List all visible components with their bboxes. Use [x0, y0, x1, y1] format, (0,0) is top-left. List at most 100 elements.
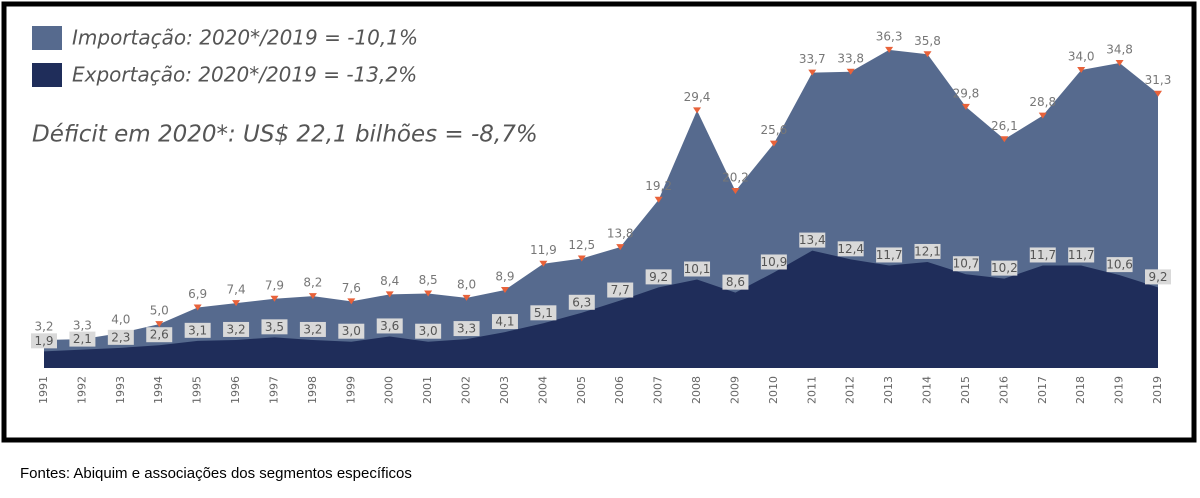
marker [923, 51, 932, 58]
data-label-box [491, 314, 518, 330]
x-tick-label: 1999 [344, 376, 357, 404]
marker [654, 196, 663, 203]
data-label: 7,4 [227, 283, 246, 297]
data-label: 7,9 [265, 278, 284, 292]
data-label-box [952, 256, 979, 272]
data-label-box [568, 294, 595, 310]
data-label: 10,9 [761, 255, 788, 269]
x-tick-label: 2016 [997, 376, 1010, 404]
x-tick-label: 1994 [152, 376, 165, 404]
data-label: 11,7 [876, 248, 903, 262]
x-tick-label: 2012 [844, 376, 857, 404]
data-label: 3,2 [227, 322, 246, 336]
data-label-box [69, 331, 96, 347]
data-label: 3,2 [303, 322, 322, 336]
data-label: 13,8 [607, 227, 634, 241]
data-label: 2,6 [150, 328, 169, 342]
data-label-box [914, 243, 941, 259]
data-label-box [722, 274, 749, 290]
marker [155, 321, 164, 328]
marker [193, 304, 202, 311]
data-label-box [530, 305, 557, 321]
legend-label: Exportação: 2020*/2019 = -13,2% [72, 63, 417, 87]
data-label: 5,0 [150, 304, 169, 318]
data-label: 34,8 [1106, 43, 1133, 57]
x-tick-label: 2006 [613, 376, 626, 404]
marker [500, 287, 509, 294]
data-label-box [146, 327, 173, 343]
data-label: 8,6 [726, 275, 745, 289]
x-tick-label: 1998 [306, 376, 319, 404]
data-label: 33,7 [799, 52, 826, 66]
data-label-box [338, 323, 365, 339]
marker [270, 295, 279, 302]
data-label: 6,9 [188, 287, 207, 301]
marker [308, 293, 317, 300]
marker [808, 69, 817, 76]
x-tick-label: 2013 [882, 376, 895, 404]
data-label: 11,7 [1029, 248, 1056, 262]
data-label: 3,3 [457, 322, 476, 336]
data-label-box [453, 321, 480, 337]
data-label-box [1068, 247, 1095, 263]
data-label: 11,9 [530, 243, 557, 257]
marker [539, 260, 548, 267]
x-tick-label: 1993 [114, 376, 127, 404]
data-label-box [837, 241, 864, 257]
data-label: 7,7 [611, 283, 630, 297]
data-label: 2,1 [73, 332, 92, 346]
data-label: 8,4 [380, 274, 399, 288]
data-label: 3,5 [265, 320, 284, 334]
data-label-box [684, 261, 711, 277]
x-tick-label: 2003 [498, 376, 511, 404]
marker [577, 255, 586, 262]
data-label: 19,2 [645, 179, 672, 193]
marker [693, 107, 702, 114]
x-tick-label: 2014 [921, 376, 934, 404]
marker [846, 68, 855, 75]
x-tick-label: 2019 [1113, 376, 1126, 404]
marker [731, 187, 740, 194]
data-label: 29,4 [684, 90, 711, 104]
x-tick-label: 1991 [37, 376, 50, 404]
data-label: 12,4 [837, 242, 864, 256]
data-label: 35,8 [914, 34, 941, 48]
x-tick-label: 2001 [421, 376, 434, 404]
data-label-box [1145, 269, 1171, 285]
x-tick-label: 2004 [536, 376, 549, 404]
data-label: 3,1 [188, 323, 207, 337]
data-label: 12,5 [568, 238, 595, 252]
data-label-box [223, 321, 250, 337]
marker [347, 298, 356, 305]
data-label: 5,1 [534, 306, 553, 320]
marker [424, 290, 433, 297]
data-label: 10,1 [684, 262, 711, 276]
data-label-box [799, 232, 826, 248]
marker [232, 300, 241, 307]
marker [616, 244, 625, 251]
x-tick-label: 2015 [959, 376, 972, 404]
x-tick-label: 1995 [191, 376, 204, 404]
x-tick-label: 1997 [267, 376, 280, 404]
x-tick-label: 2010 [767, 376, 780, 404]
data-label-box [876, 247, 903, 263]
marker [1038, 112, 1047, 119]
data-label: 3,0 [419, 324, 438, 338]
marker [961, 103, 970, 110]
x-tick-label: 2005 [575, 376, 588, 404]
x-tick-label: 2017 [1036, 376, 1049, 404]
data-label-box [415, 323, 442, 339]
source: Fontes: Abiquim e associações dos segmen… [20, 465, 412, 482]
data-label: 34,0 [1068, 50, 1095, 64]
marker [885, 46, 894, 53]
data-label: 3,0 [342, 324, 361, 338]
marker [462, 294, 471, 301]
data-label: 8,5 [419, 273, 438, 287]
data-label-box [607, 282, 634, 298]
data-label: 8,9 [495, 270, 514, 284]
data-label-box [31, 333, 57, 349]
x-tick-label: 2002 [460, 376, 473, 404]
x-tick-label: 1996 [229, 376, 242, 404]
data-label-box [299, 321, 326, 337]
